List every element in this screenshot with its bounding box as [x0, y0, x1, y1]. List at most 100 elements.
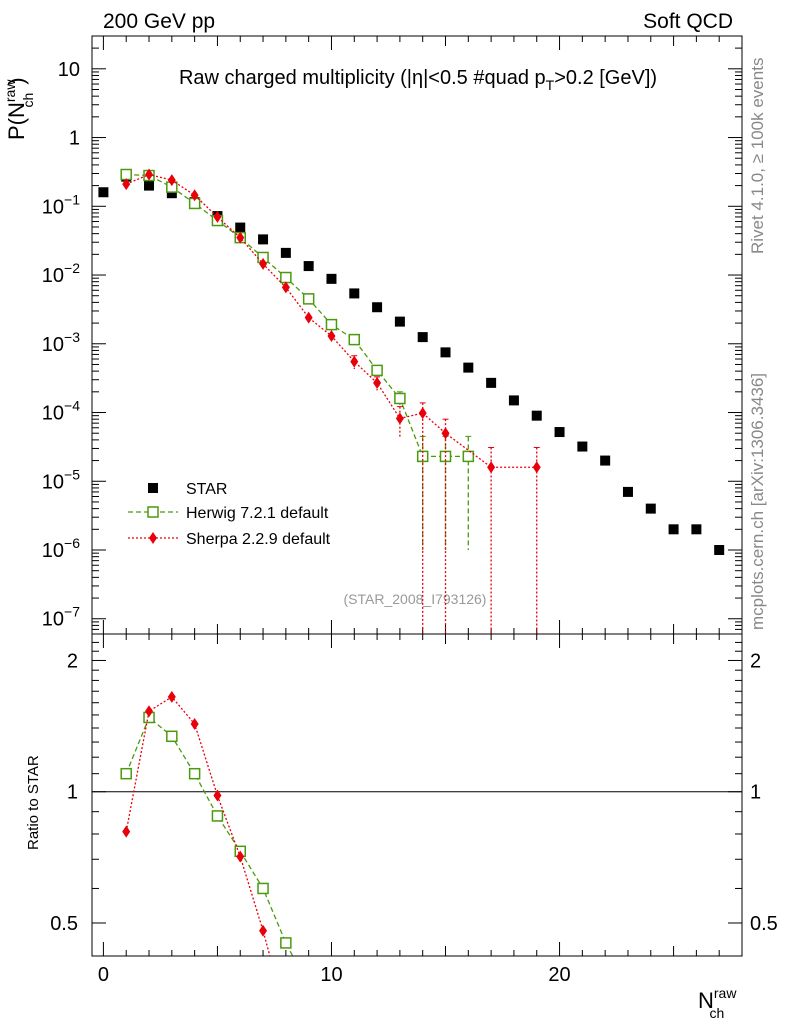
legend-herwig-label: Herwig 7.2.1 default — [186, 505, 329, 522]
data-point — [144, 180, 155, 191]
rivet-label: Rivet 4.1.0, ≥ 100k events — [748, 58, 767, 254]
data-point — [486, 377, 497, 388]
data-point — [167, 174, 176, 187]
ratio-point — [188, 767, 201, 780]
data-point — [213, 210, 222, 223]
data-point — [373, 376, 382, 389]
data-point — [280, 271, 292, 284]
data-point — [394, 392, 406, 405]
ratio-series — [120, 690, 294, 957]
ratio-y-tick-label-right: 2 — [750, 650, 761, 672]
data-point — [440, 347, 451, 358]
data-point — [622, 486, 633, 497]
legend-marker — [148, 483, 158, 493]
ratio-series-0 — [120, 711, 294, 957]
data-point — [302, 293, 315, 305]
y-tick-label: 10−3 — [42, 329, 80, 356]
data-point — [166, 188, 177, 199]
main-series-1 — [120, 168, 475, 551]
analysis-watermark: (STAR_2008_I793126) — [344, 591, 487, 607]
y-tick-label: 10−7 — [42, 604, 80, 631]
x-tick-label: 20 — [548, 964, 570, 986]
data-point — [600, 455, 611, 466]
data-point — [577, 441, 588, 452]
y-tick-label: 10−6 — [42, 535, 80, 562]
legend-sherpa-marker — [128, 532, 178, 544]
data-point — [487, 461, 496, 474]
data-point — [532, 461, 541, 474]
data-point — [325, 318, 338, 331]
ratio-line — [125, 716, 294, 957]
y-tick-label: 10 — [58, 59, 80, 81]
ratio-point — [213, 789, 222, 802]
data-point — [350, 355, 359, 368]
data-point — [463, 362, 474, 373]
y-tick-label: 10−1 — [42, 191, 80, 218]
data-point — [258, 234, 269, 245]
x-tick-label: 0 — [98, 964, 109, 986]
ratio-point — [259, 924, 268, 937]
data-point — [348, 333, 361, 346]
data-point — [668, 524, 679, 535]
data-point — [394, 316, 405, 327]
data-point — [441, 427, 450, 440]
data-point — [304, 311, 313, 324]
ratio-point — [257, 882, 269, 895]
data-point — [280, 247, 291, 258]
data-point — [235, 222, 246, 233]
header-right: Soft QCD — [643, 10, 733, 33]
data-point — [145, 168, 154, 181]
data-point — [327, 329, 336, 342]
y-tick-label: 10−2 — [42, 260, 80, 287]
main-y-tick-labels: 10 1 10−1 10−2 10−3 10−4 10−5 10−6 10−7 — [42, 59, 80, 631]
ratio-point — [166, 730, 178, 743]
main-axis-ticks — [92, 35, 743, 635]
data-point — [98, 187, 109, 198]
series-line — [126, 173, 469, 458]
y-tick-label: 10−4 — [42, 398, 80, 425]
ratio-point — [236, 850, 245, 863]
ratio-line — [125, 696, 271, 957]
ratio-point — [167, 690, 176, 703]
data-point — [326, 273, 337, 284]
legend-marker — [147, 506, 159, 518]
ratio-x-tick-labels: 0 10 20 — [98, 964, 571, 986]
main-y-label: P(Nraw ch) — [2, 77, 36, 140]
data-point — [259, 257, 268, 270]
main-series-2 — [122, 168, 541, 634]
data-point — [554, 427, 565, 438]
legend-sherpa-label: Sherpa 2.2.9 default — [186, 531, 331, 548]
data-point — [303, 261, 314, 272]
data-point — [349, 288, 360, 299]
data-point — [190, 189, 199, 202]
ratio-point — [122, 825, 131, 838]
data-point — [645, 503, 656, 514]
data-point — [120, 168, 132, 181]
legend: STAR Herwig 7.2.1 default Sherpa 2.2.9 d… — [128, 481, 331, 548]
data-point — [508, 395, 519, 406]
ratio-panel: 2 2 1 1 0.5 0.5 0 10 20 Ratio to STAR Nraw ch — [25, 633, 778, 1021]
data-point — [236, 231, 245, 244]
ratio-point — [145, 705, 154, 718]
ratio-y-tick-label: 2 — [67, 650, 78, 672]
ratio-point — [190, 717, 199, 730]
ratio-y-tick-labels: 2 2 1 1 0.5 0.5 — [50, 650, 778, 935]
legend-herwig-marker — [128, 506, 178, 518]
data-point — [281, 281, 290, 294]
data-point — [462, 450, 475, 463]
data-point — [714, 545, 725, 556]
data-point — [395, 412, 404, 425]
ratio-y-tick-label: 1 — [67, 782, 78, 804]
data-point — [691, 524, 702, 535]
legend-marker — [149, 532, 157, 544]
ratio-point — [211, 810, 224, 822]
data-point — [372, 302, 383, 313]
y-tick-label: 10−5 — [42, 466, 80, 493]
data-point — [418, 407, 427, 420]
mcplots-label: mcplots.cern.ch [arXiv:1306.3436] — [748, 373, 767, 630]
main-series — [98, 168, 725, 634]
ratio-point — [120, 767, 132, 780]
ratio-series-1 — [122, 690, 271, 957]
main-panel: 10 1 10−1 10−2 10−3 10−4 10−5 10−6 10−7 Raw char… — [2, 35, 743, 635]
